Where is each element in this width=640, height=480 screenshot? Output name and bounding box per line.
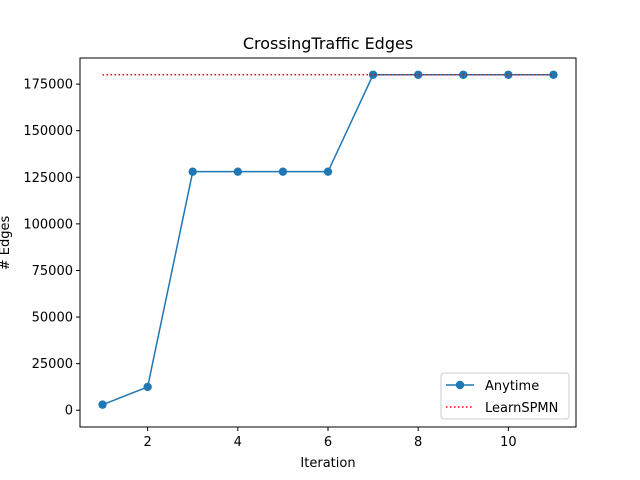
y-axis-label: # Edges (0, 216, 13, 271)
legend-anytime-marker (455, 380, 465, 390)
y-tick-label: 25000 (32, 357, 73, 372)
x-axis-ticks: 2 4 6 8 10 (143, 427, 517, 450)
data-point-anytime (323, 167, 333, 176)
y-tick-label: 100000 (23, 217, 73, 232)
data-point-anytime (549, 70, 558, 79)
x-tick-label: 4 (234, 435, 242, 450)
data-point-anytime (278, 167, 288, 176)
data-point-anytime (504, 70, 513, 79)
data-point-anytime (143, 382, 152, 392)
legend: Anytime LearnSPMN (440, 372, 570, 420)
y-tick-label: 125000 (23, 171, 73, 186)
x-axis-label: Iteration (300, 456, 355, 471)
legend-anytime-label: Anytime (485, 379, 539, 394)
data-point-anytime (413, 70, 423, 79)
y-tick-label: 50000 (32, 311, 73, 326)
chart-title: CrossingTraffic Edges (243, 34, 413, 53)
y-tick-label: 0 (65, 404, 73, 419)
data-point-anytime (188, 167, 197, 176)
y-tick-label: 75000 (32, 264, 73, 279)
data-point-anytime (368, 70, 378, 79)
plot-area (98, 70, 558, 409)
x-tick-label: 2 (143, 435, 151, 450)
y-axis-ticks: 0 25000 50000 75000 100000 125000 150000 175000 (23, 78, 80, 419)
legend-learnspmn-label: LearnSPMN (485, 401, 558, 416)
x-tick-label: 8 (414, 435, 422, 450)
y-tick-label: 175000 (23, 78, 73, 93)
data-point-anytime (98, 400, 107, 409)
x-tick-label: 10 (500, 435, 517, 450)
y-tick-label: 150000 (23, 124, 73, 139)
x-tick-label: 6 (324, 435, 332, 450)
data-point-anytime (233, 167, 243, 176)
